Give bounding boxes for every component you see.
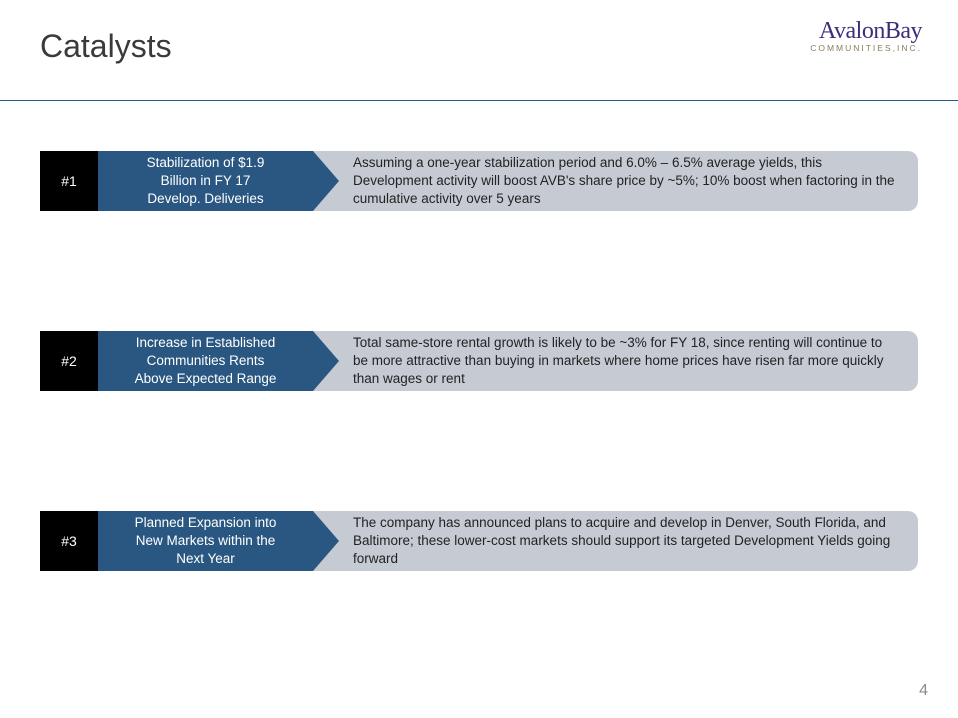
catalyst-label-line: Next Year — [176, 550, 235, 568]
catalyst-label-line: Above Expected Range — [135, 370, 277, 388]
catalyst-description: Total same-store rental growth is likely… — [313, 331, 918, 391]
catalyst-label-line: Planned Expansion into — [135, 514, 277, 532]
slide-content: #1 Stabilization of $1.9 Billion in FY 1… — [0, 101, 958, 571]
catalyst-label-line: Develop. Deliveries — [147, 190, 263, 208]
catalyst-number: #2 — [40, 331, 98, 391]
catalyst-description: Assuming a one-year stabilization period… — [313, 151, 918, 211]
catalyst-row: #1 Stabilization of $1.9 Billion in FY 1… — [40, 151, 918, 211]
logo-main-text: AvalonBay — [810, 18, 922, 45]
catalyst-label-line: Communities Rents — [147, 352, 265, 370]
page-title: Catalysts — [40, 28, 918, 65]
catalyst-row: #3 Planned Expansion into New Markets wi… — [40, 511, 918, 571]
catalyst-label-line: New Markets within the — [136, 532, 276, 550]
slide-header: Catalysts AvalonBay COMMUNITIES,INC. — [0, 0, 958, 90]
page-number: 4 — [919, 682, 928, 700]
catalyst-label: Planned Expansion into New Markets withi… — [98, 511, 313, 571]
catalyst-label-line: Stabilization of $1.9 — [147, 154, 265, 172]
catalyst-label: Increase in Established Communities Rent… — [98, 331, 313, 391]
catalyst-number: #3 — [40, 511, 98, 571]
company-logo: AvalonBay COMMUNITIES,INC. — [810, 18, 922, 53]
arrow-icon — [313, 331, 339, 391]
catalyst-label-line: Increase in Established — [136, 334, 276, 352]
catalyst-label-line: Billion in FY 17 — [161, 172, 251, 190]
catalyst-number: #1 — [40, 151, 98, 211]
catalyst-row: #2 Increase in Established Communities R… — [40, 331, 918, 391]
arrow-icon — [313, 511, 339, 571]
logo-sub-text: COMMUNITIES,INC. — [810, 43, 922, 53]
arrow-icon — [313, 151, 339, 211]
catalyst-description: The company has announced plans to acqui… — [313, 511, 918, 571]
catalyst-label: Stabilization of $1.9 Billion in FY 17 D… — [98, 151, 313, 211]
